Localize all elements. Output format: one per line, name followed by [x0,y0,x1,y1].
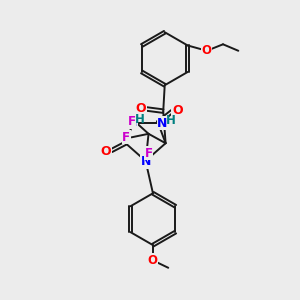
Text: N: N [140,155,151,168]
Text: O: O [147,254,158,267]
Text: O: O [172,104,183,117]
Text: O: O [135,102,146,115]
Text: F: F [122,131,130,144]
Text: N: N [127,116,137,128]
Text: O: O [202,44,212,57]
Text: O: O [101,145,111,158]
Text: H: H [166,114,176,127]
Text: F: F [128,115,136,128]
Text: F: F [145,147,152,160]
Text: H: H [135,112,145,126]
Text: N: N [157,117,168,130]
